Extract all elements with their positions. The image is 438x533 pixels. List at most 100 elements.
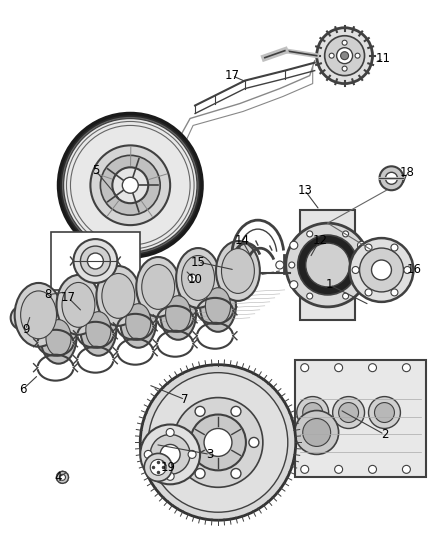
Text: 12: 12 bbox=[312, 233, 327, 247]
Text: 2: 2 bbox=[381, 428, 388, 441]
Circle shape bbox=[357, 241, 365, 249]
Circle shape bbox=[122, 177, 138, 193]
Circle shape bbox=[160, 445, 180, 464]
Circle shape bbox=[166, 472, 174, 480]
Circle shape bbox=[276, 261, 284, 269]
Circle shape bbox=[60, 474, 66, 480]
Circle shape bbox=[301, 465, 309, 473]
Ellipse shape bbox=[21, 291, 57, 339]
Circle shape bbox=[231, 469, 241, 479]
Circle shape bbox=[342, 66, 347, 71]
Circle shape bbox=[360, 248, 403, 292]
Circle shape bbox=[365, 244, 372, 251]
Circle shape bbox=[290, 281, 298, 289]
Circle shape bbox=[140, 424, 200, 484]
Ellipse shape bbox=[57, 275, 100, 335]
Ellipse shape bbox=[62, 282, 95, 327]
Circle shape bbox=[404, 266, 411, 273]
Circle shape bbox=[297, 397, 328, 429]
Circle shape bbox=[332, 397, 364, 429]
Text: 11: 11 bbox=[376, 52, 391, 65]
Ellipse shape bbox=[222, 248, 254, 293]
Ellipse shape bbox=[86, 312, 111, 348]
Circle shape bbox=[173, 398, 263, 487]
Circle shape bbox=[290, 241, 298, 249]
Circle shape bbox=[342, 40, 347, 45]
Circle shape bbox=[195, 406, 205, 416]
Text: 8: 8 bbox=[44, 288, 51, 301]
Circle shape bbox=[374, 402, 395, 423]
Circle shape bbox=[385, 172, 397, 184]
Circle shape bbox=[188, 450, 196, 458]
Circle shape bbox=[177, 438, 187, 447]
Circle shape bbox=[144, 454, 172, 481]
Ellipse shape bbox=[136, 257, 180, 317]
Circle shape bbox=[306, 243, 350, 287]
Ellipse shape bbox=[216, 241, 260, 301]
Circle shape bbox=[195, 469, 205, 479]
Text: 15: 15 bbox=[191, 255, 205, 269]
Circle shape bbox=[403, 465, 410, 473]
Text: 16: 16 bbox=[407, 263, 422, 277]
Circle shape bbox=[303, 402, 323, 423]
Circle shape bbox=[335, 364, 343, 372]
Circle shape bbox=[88, 253, 103, 269]
Circle shape bbox=[249, 438, 259, 447]
Circle shape bbox=[317, 28, 372, 84]
Ellipse shape bbox=[200, 280, 236, 332]
Text: 3: 3 bbox=[206, 448, 214, 461]
Text: 19: 19 bbox=[161, 461, 176, 474]
Ellipse shape bbox=[96, 266, 140, 326]
Circle shape bbox=[232, 261, 240, 269]
Circle shape bbox=[335, 465, 343, 473]
Ellipse shape bbox=[176, 248, 220, 308]
Text: 13: 13 bbox=[297, 184, 312, 197]
Circle shape bbox=[325, 36, 364, 76]
Text: 7: 7 bbox=[181, 393, 189, 406]
Circle shape bbox=[64, 118, 197, 252]
Text: 10: 10 bbox=[187, 273, 202, 286]
Circle shape bbox=[144, 450, 152, 458]
Circle shape bbox=[357, 281, 365, 289]
Circle shape bbox=[403, 364, 410, 372]
Circle shape bbox=[343, 231, 349, 237]
Text: 1: 1 bbox=[326, 278, 333, 292]
Ellipse shape bbox=[182, 255, 215, 301]
Text: 6: 6 bbox=[19, 383, 26, 396]
Circle shape bbox=[112, 167, 148, 203]
Circle shape bbox=[368, 397, 400, 429]
Circle shape bbox=[303, 418, 331, 447]
Circle shape bbox=[150, 459, 166, 475]
Circle shape bbox=[231, 406, 241, 416]
Ellipse shape bbox=[120, 296, 156, 348]
Ellipse shape bbox=[160, 288, 196, 340]
Ellipse shape bbox=[126, 304, 151, 340]
Ellipse shape bbox=[142, 264, 175, 309]
Text: 5: 5 bbox=[92, 164, 99, 177]
Circle shape bbox=[391, 244, 398, 251]
Circle shape bbox=[190, 415, 246, 470]
Ellipse shape bbox=[41, 312, 77, 364]
Circle shape bbox=[286, 223, 370, 307]
Circle shape bbox=[295, 410, 339, 455]
Circle shape bbox=[166, 429, 174, 437]
Text: 17: 17 bbox=[224, 69, 240, 82]
Circle shape bbox=[59, 114, 202, 257]
Circle shape bbox=[90, 146, 170, 225]
Ellipse shape bbox=[102, 273, 135, 318]
Circle shape bbox=[77, 257, 88, 269]
Circle shape bbox=[355, 53, 360, 58]
Circle shape bbox=[343, 293, 349, 299]
Circle shape bbox=[371, 260, 392, 280]
Ellipse shape bbox=[14, 283, 63, 347]
Ellipse shape bbox=[81, 304, 117, 356]
Circle shape bbox=[11, 306, 35, 330]
Circle shape bbox=[391, 289, 398, 296]
Circle shape bbox=[301, 364, 309, 372]
Circle shape bbox=[298, 235, 357, 295]
Circle shape bbox=[150, 434, 190, 474]
Circle shape bbox=[307, 293, 313, 299]
Bar bbox=[300, 210, 355, 320]
Ellipse shape bbox=[166, 296, 191, 332]
Circle shape bbox=[74, 239, 117, 283]
